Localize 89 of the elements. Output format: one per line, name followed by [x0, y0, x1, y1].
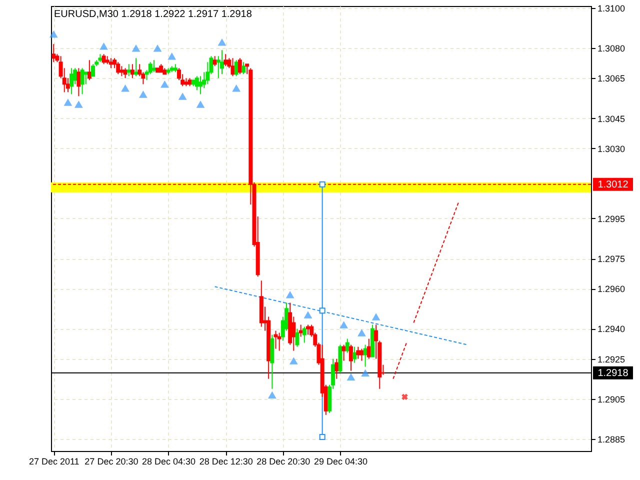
- candlestick: [360, 348, 364, 362]
- candlestick: [126, 64, 131, 77]
- ref-line-label: 1.2918: [598, 368, 629, 379]
- y-tick-label: 1.3100: [598, 4, 626, 14]
- point: [160, 80, 169, 88]
- candlestick: [356, 346, 360, 360]
- point: [196, 100, 205, 108]
- candlestick: [274, 330, 278, 350]
- point: [232, 84, 241, 92]
- point: [289, 357, 298, 364]
- x-tick-label: 27 Dec 20:30: [84, 456, 138, 466]
- candlestick: [334, 358, 339, 380]
- point: [286, 291, 294, 298]
- candlestick: [295, 328, 300, 348]
- candlestick: [102, 54, 106, 65]
- point: [132, 44, 140, 52]
- y-tick-label: 1.2960: [598, 284, 626, 294]
- candlestick: [70, 68, 74, 95]
- candlestick: [234, 60, 238, 77]
- candlestick: [91, 64, 96, 77]
- candlestick: [116, 62, 120, 75]
- y-tick-label: 1.2940: [598, 324, 626, 334]
- candlestick: [120, 66, 124, 77]
- candlestick: [224, 54, 228, 67]
- candlestick: [363, 344, 368, 368]
- candlestick: [220, 50, 224, 75]
- candlestick: [152, 60, 156, 73]
- candlestick: [345, 338, 350, 354]
- point: [346, 373, 356, 380]
- x-tick-label: 27 Dec 2011: [28, 456, 80, 466]
- y-tick-label: 1.2925: [598, 354, 626, 364]
- point: [74, 100, 83, 108]
- candlestick: [194, 76, 199, 91]
- point: [304, 311, 312, 318]
- point: [340, 321, 348, 328]
- point: [49, 30, 58, 38]
- candlestick: [134, 58, 138, 77]
- point: [402, 394, 408, 400]
- point: [361, 369, 370, 376]
- candlestick: [198, 76, 203, 95]
- point: [268, 391, 276, 398]
- point: [64, 98, 72, 106]
- candlestick: [277, 332, 282, 352]
- x-tick-label: 28 Dec 12:30: [199, 456, 253, 466]
- ref-line-label: 1.3012: [598, 179, 629, 190]
- point: [153, 44, 162, 52]
- candlestick: [306, 324, 310, 336]
- y-tick-label: 1.3065: [598, 74, 626, 84]
- candlestick: [212, 56, 217, 67]
- candlestick: [84, 72, 88, 85]
- point: [319, 434, 326, 440]
- point: [100, 42, 108, 50]
- x-tick-label: 29 Dec 04:30: [314, 456, 368, 466]
- chart-title: EURUSD,M30 1.2918 1.2922 1.2917 1.2918: [54, 9, 252, 20]
- candlestick: [348, 344, 353, 372]
- candlestick: [366, 338, 371, 360]
- candlestick: [352, 346, 357, 364]
- candlestick: [342, 344, 346, 362]
- y-tick-label: 1.2885: [598, 434, 626, 444]
- candlestick: [52, 44, 56, 63]
- point: [139, 90, 148, 98]
- y-tick-label: 1.2975: [598, 254, 626, 264]
- candlestick: [130, 64, 134, 79]
- point: [358, 329, 366, 336]
- point: [218, 38, 226, 46]
- point: [178, 92, 187, 100]
- point: [372, 313, 380, 320]
- candlestick: [108, 58, 113, 69]
- candlestick: [87, 60, 92, 81]
- x-tick-label: 28 Dec 04:30: [142, 456, 196, 466]
- candlestick: [123, 68, 128, 79]
- candlestick: [230, 58, 235, 77]
- point: [168, 52, 176, 60]
- candlestick: [80, 68, 84, 95]
- candlestick: [302, 326, 306, 344]
- x-tick-label: 28 Dec 20:30: [256, 456, 310, 466]
- candlestick: [242, 62, 246, 75]
- point: [121, 84, 130, 92]
- y-tick-label: 1.3045: [598, 114, 626, 124]
- y-tick-label: 1.2995: [598, 214, 626, 224]
- candlestick: [292, 316, 296, 352]
- candlestick: [76, 68, 81, 97]
- point: [319, 308, 326, 314]
- candlestick: [298, 324, 303, 338]
- point: [319, 181, 326, 188]
- candlestick: [238, 58, 242, 75]
- y-tick-label: 1.3030: [598, 144, 626, 154]
- y-tick-label: 1.2905: [598, 394, 626, 404]
- y-tick-label: 1.3080: [598, 44, 626, 54]
